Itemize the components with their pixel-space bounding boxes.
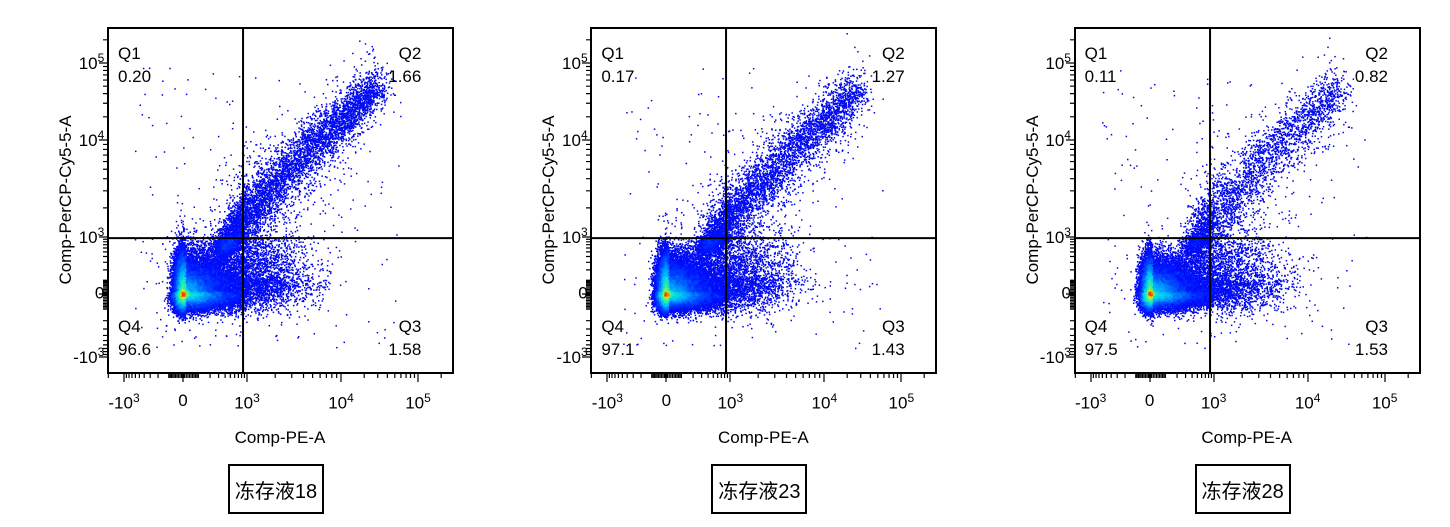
sample-label-box: 冻存液28 <box>1194 464 1291 514</box>
quadrant-q2-value: 1.66 <box>388 67 422 86</box>
y-tick-label: 104 <box>562 128 588 150</box>
sample-label: 冻存液28 <box>1201 480 1284 503</box>
y-tick-label: 105 <box>562 51 588 73</box>
quadrant-q4-value: 96.6 <box>118 340 152 359</box>
quadrant-q4-label: Q4 <box>601 317 625 336</box>
y-tick-label: -103 <box>1039 345 1071 367</box>
y-tick-label: 103 <box>1045 225 1071 247</box>
quadrant-q1-label: Q1 <box>601 44 625 63</box>
quadrant-q2-label: Q2 <box>881 44 905 63</box>
quadrant-q4-label: Q4 <box>1084 317 1108 336</box>
sample-label-box: 冻存液23 <box>711 464 808 514</box>
quadrant-q2-value: 0.82 <box>1354 67 1388 86</box>
quadrant-q1-value: 0.11 <box>1084 67 1117 86</box>
scatter-plot-canvas <box>0 0 483 527</box>
x-tick-label: 105 <box>888 391 915 413</box>
x-tick-label: 103 <box>1200 391 1227 413</box>
quadrant-q2-label: Q2 <box>398 44 422 63</box>
y-tick-label: -103 <box>556 345 588 367</box>
x-tick-label: 103 <box>717 391 744 413</box>
scatter-plot-canvas <box>966 0 1450 527</box>
x-tick-label: 104 <box>328 391 354 413</box>
y-tick-label: -103 <box>73 345 105 367</box>
quadrant-q3-value: 1.43 <box>871 340 905 359</box>
y-tick-label: 104 <box>78 128 105 150</box>
x-tick-label: 103 <box>234 391 260 413</box>
quadrant-q1-label: Q1 <box>1084 44 1108 63</box>
y-axis-label: Comp-PerCP-Cy5-5-A <box>1022 115 1042 285</box>
y-tick-label: 104 <box>1045 128 1071 150</box>
sample-label-box: 冻存液18 <box>228 464 324 514</box>
quadrant-q4-label: Q4 <box>118 317 141 336</box>
quadrant-q2-label: Q2 <box>1365 44 1388 63</box>
quadrant-q4-value: 97.1 <box>601 340 635 359</box>
y-axis-label: Comp-PerCP-Cy5-5-A <box>56 115 75 285</box>
x-tick-label: -103 <box>108 391 140 413</box>
y-tick-label: 103 <box>562 225 588 247</box>
quadrant-q4-value: 97.5 <box>1084 340 1118 359</box>
x-axis-label: Comp-PE-A <box>1201 428 1292 447</box>
facs-panel: Q1 0.11 Q2 0.82 Q3 1.53 Q4 97.5 Comp-Per… <box>966 0 1450 527</box>
sample-label: 冻存液23 <box>718 480 801 503</box>
quadrant-q1-value: 0.17 <box>601 67 635 86</box>
y-tick-label: 0 <box>1061 283 1071 303</box>
quadrant-q1-label: Q1 <box>118 44 141 63</box>
scatter-plot-canvas <box>483 0 967 527</box>
x-axis-label: Comp-PE-A <box>234 428 326 447</box>
facs-panel: Q1 0.17 Q2 1.27 Q3 1.43 Q4 97.1 Comp-Per… <box>483 0 967 527</box>
sample-label: 冻存液18 <box>234 480 318 503</box>
y-tick-label: 0 <box>94 283 105 303</box>
x-tick-label: 0 <box>178 391 188 410</box>
quadrant-q3-label: Q3 <box>398 317 422 336</box>
x-axis-label: Comp-PE-A <box>717 428 809 447</box>
x-tick-label: 0 <box>661 391 672 410</box>
quadrant-q1-value: 0.20 <box>118 67 152 86</box>
quadrant-q2-value: 1.27 <box>871 67 905 86</box>
x-tick-label: 105 <box>405 391 431 413</box>
x-tick-label: 104 <box>1294 391 1321 413</box>
x-tick-label: 0 <box>1144 391 1155 410</box>
y-axis-label: Comp-PerCP-Cy5-5-A <box>539 115 559 285</box>
quadrant-q3-value: 1.58 <box>388 340 422 359</box>
x-tick-label: 104 <box>811 391 838 413</box>
quadrant-q3-label: Q3 <box>1365 317 1388 336</box>
facs-panel: Q1 0.20 Q2 1.66 Q3 1.58 Q4 96.6 Comp-Per… <box>0 0 483 527</box>
x-tick-label: -103 <box>1075 391 1107 413</box>
x-tick-label: -103 <box>591 391 623 413</box>
quadrant-q3-value: 1.53 <box>1354 340 1388 359</box>
y-tick-label: 105 <box>1045 51 1071 73</box>
y-tick-label: 103 <box>78 225 105 247</box>
quadrant-q3-label: Q3 <box>881 317 905 336</box>
y-tick-label: 0 <box>578 283 588 303</box>
x-tick-label: 105 <box>1371 391 1398 413</box>
y-tick-label: 105 <box>78 51 105 73</box>
